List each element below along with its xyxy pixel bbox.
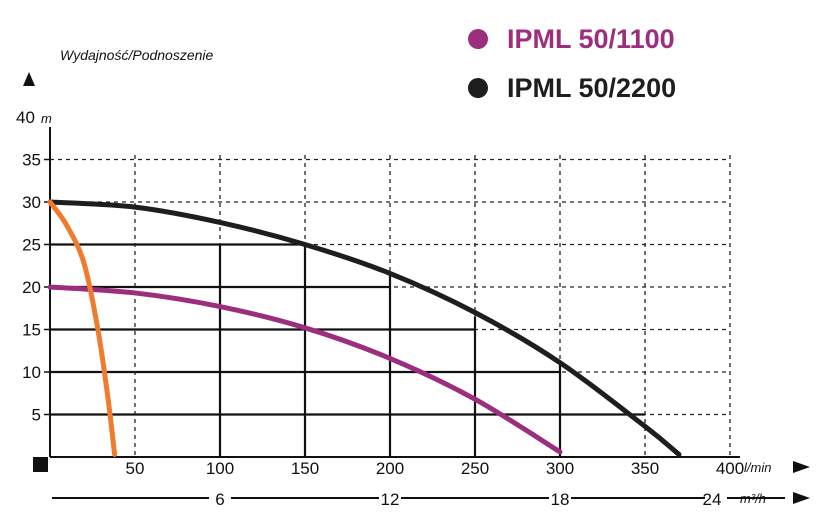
- y-axis-arrow-icon: [23, 72, 35, 86]
- y-tick-label: 5: [32, 406, 41, 425]
- secondary-x-axis-arrow-icon: [793, 492, 810, 504]
- x-tick-label: 150: [291, 459, 319, 478]
- legend-marker-ipml-50-2200: [468, 78, 488, 98]
- series-curve-ipml-50-1100: [47, 284, 563, 455]
- series-curve-orange: [47, 199, 118, 457]
- series-curves: [47, 199, 682, 457]
- x-axis-unit: l/min: [744, 460, 771, 475]
- secondary-tick-gap: [705, 488, 727, 508]
- y-axis-top-label: 40: [16, 108, 35, 127]
- y-axis-unit: m: [41, 111, 52, 126]
- secondary-x-tick-label: 18: [551, 490, 570, 509]
- secondary-tick-gap: [209, 488, 231, 508]
- y-tick-label: 15: [22, 321, 41, 340]
- y-tick-label: 10: [22, 363, 41, 382]
- x-tick-label: 400: [716, 459, 744, 478]
- secondary-x-axis-unit: m³/h: [740, 491, 766, 506]
- chart-subtitle: Wydajność/Podnoszenie: [60, 47, 214, 63]
- secondary-x-axis-tick-labels: 6 12 18 24: [209, 488, 727, 509]
- x-tick-label: 300: [546, 459, 574, 478]
- secondary-tick-gap: [379, 488, 401, 508]
- y-axis-header: 40 m: [16, 72, 52, 127]
- series-curve-ipml-50-2200: [47, 199, 682, 457]
- x-tick-label: 100: [206, 459, 234, 478]
- legend-marker-ipml-50-1100: [468, 29, 488, 49]
- origin-marker-icon: [33, 457, 48, 472]
- secondary-tick-gap: [549, 488, 571, 508]
- x-axis-arrow-icon: [793, 461, 810, 473]
- x-tick-label: 350: [631, 459, 659, 478]
- x-tick-label: 50: [126, 459, 145, 478]
- x-tick-label: 250: [461, 459, 489, 478]
- tick-labels: 5 10 15 20 25 30 35 50 100 150 200 250 300 350 400: [22, 151, 744, 479]
- y-tick-label: 30: [22, 193, 41, 212]
- legend-label-ipml-50-2200: IPML 50/2200: [507, 73, 676, 103]
- secondary-x-tick-label: 6: [215, 490, 224, 509]
- x-tick-label: 200: [376, 459, 404, 478]
- legend: IPML 50/1100 IPML 50/2200: [468, 24, 676, 103]
- legend-label-ipml-50-1100: IPML 50/1100: [507, 24, 675, 54]
- secondary-x-tick-label: 12: [381, 490, 400, 509]
- axes: [49, 127, 740, 458]
- y-tick-label: 25: [22, 236, 41, 255]
- secondary-x-tick-label: 24: [703, 490, 722, 509]
- y-tick-label: 35: [22, 151, 41, 170]
- y-tick-label: 20: [22, 278, 41, 297]
- horizontal-gridlines: [44, 158, 730, 416]
- vertical-gridlines: [134, 155, 731, 457]
